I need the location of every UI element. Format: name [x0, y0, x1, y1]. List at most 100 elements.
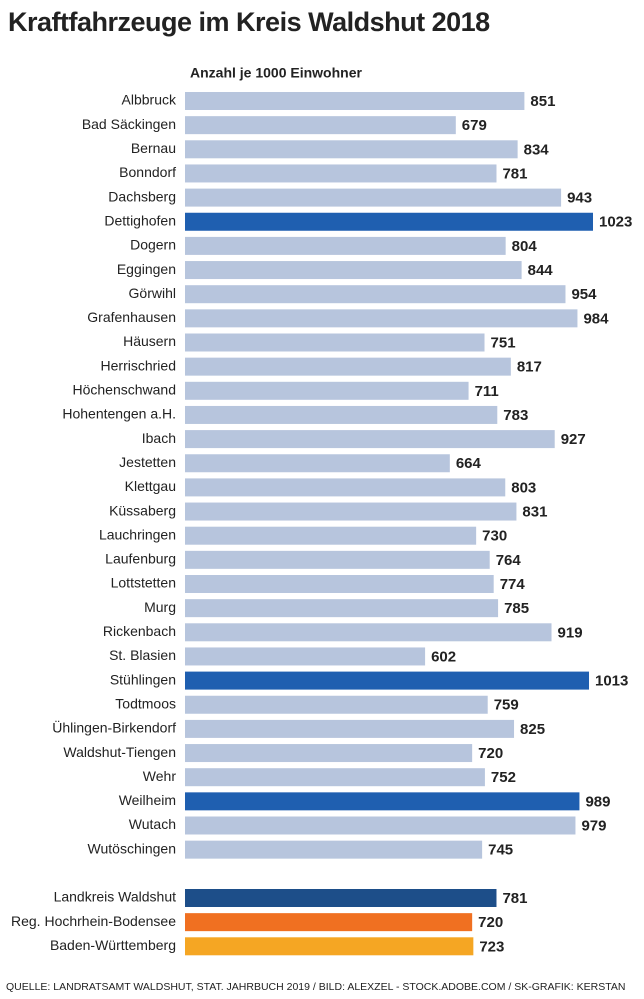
bar: [185, 116, 456, 135]
bar: [185, 816, 576, 835]
value-label: 851: [530, 93, 555, 110]
bar: [185, 164, 497, 183]
value-label: 759: [494, 697, 519, 714]
bar: [185, 840, 483, 859]
value-label: 984: [583, 310, 609, 327]
bar: [185, 502, 517, 521]
value-label: 1023: [599, 214, 632, 231]
bar: [185, 526, 477, 545]
category-label: Bad Säckingen: [82, 116, 176, 132]
bar: [185, 381, 469, 400]
value-label: 774: [500, 576, 526, 593]
bar: [185, 478, 506, 497]
value-label: 764: [496, 552, 522, 569]
category-label: Höchenschwand: [72, 382, 176, 398]
value-label: 679: [462, 117, 487, 134]
value-label: 927: [561, 431, 586, 448]
category-label: Klettgau: [125, 478, 176, 494]
value-label: 989: [585, 793, 610, 810]
bar: [185, 913, 473, 932]
bar: [185, 92, 525, 110]
category-label: Häusern: [123, 333, 176, 349]
bar: [185, 623, 552, 642]
bar: [185, 357, 511, 376]
value-label: 711: [475, 383, 499, 400]
bar: [185, 550, 490, 569]
value-label: 723: [479, 938, 504, 955]
category-label: Laufenburg: [105, 551, 176, 567]
category-label: Lauchringen: [99, 526, 176, 542]
bar: [185, 333, 485, 352]
category-label: Görwihl: [129, 285, 176, 301]
value-label: 825: [520, 721, 545, 738]
category-label: Weilheim: [119, 792, 176, 808]
value-label: 834: [524, 141, 550, 158]
bar: [185, 454, 450, 473]
category-label: Wutach: [129, 816, 176, 832]
value-label: 1013: [595, 673, 628, 690]
source: QUELLE: LANDRATSAMT WALDSHUT, STAT. JAHR…: [6, 981, 625, 993]
bar: [185, 575, 494, 593]
category-label: Bonndorf: [119, 164, 176, 180]
category-label: Landkreis Waldshut: [54, 889, 177, 905]
value-label: 781: [502, 165, 527, 182]
bar: [185, 937, 474, 956]
bar: [185, 430, 555, 449]
bar: [185, 768, 485, 787]
category-label: Dogern: [130, 237, 176, 253]
value-label: 602: [431, 648, 456, 665]
category-label: Albbruck: [122, 92, 177, 108]
value-label: 804: [512, 238, 538, 255]
category-label: Grafenhausen: [87, 309, 176, 325]
bar: [185, 405, 498, 424]
bar: [185, 792, 580, 811]
bar: [185, 647, 426, 666]
value-label: 919: [558, 624, 583, 641]
bar: [185, 744, 473, 763]
value-label: 745: [488, 842, 513, 859]
value-label: 803: [511, 479, 536, 496]
category-label: Dachsberg: [108, 188, 176, 204]
category-label: Stühlingen: [110, 671, 176, 687]
category-label: Hohentengen a.H.: [62, 406, 176, 422]
value-label: 785: [504, 600, 529, 617]
category-label: Todtmoos: [115, 695, 176, 711]
value-label: 831: [522, 504, 547, 521]
value-label: 730: [482, 528, 507, 545]
bar: [185, 671, 590, 690]
chart-title: Kraftfahrzeuge im Kreis Waldshut 2018: [8, 7, 490, 37]
bar: [185, 140, 518, 159]
category-label: Wutöschingen: [88, 840, 176, 856]
category-label: Eggingen: [117, 261, 176, 277]
value-label: 720: [478, 914, 503, 931]
value-label: 979: [581, 817, 606, 834]
value-label: 751: [491, 334, 516, 351]
bar: [185, 188, 562, 207]
category-label: Baden-Württemberg: [50, 937, 176, 953]
value-label: 720: [478, 745, 503, 762]
bar: [185, 285, 566, 304]
bar: [185, 599, 499, 618]
value-label: 781: [502, 890, 527, 907]
value-label: 817: [517, 359, 542, 376]
category-label: Jestetten: [119, 454, 176, 470]
value-label: 664: [456, 455, 482, 472]
bar: [185, 261, 522, 280]
chart-subtitle: Anzahl je 1000 Einwohner: [190, 65, 362, 81]
value-label: 844: [528, 262, 554, 279]
category-label: Herrischried: [101, 357, 176, 373]
value-label: 752: [491, 769, 516, 786]
category-label: Ibach: [142, 430, 176, 446]
category-label: Wehr: [143, 768, 177, 784]
category-label: Murg: [144, 599, 176, 615]
category-label: Küssaberg: [109, 502, 176, 518]
value-label: 954: [571, 286, 597, 303]
category-label: St. Blasien: [109, 647, 176, 663]
bar: [185, 695, 488, 714]
category-label: Dettighofen: [104, 212, 176, 228]
category-label: Rickenbach: [103, 623, 176, 639]
bar: [185, 309, 578, 328]
bar: [185, 236, 506, 255]
value-label: 943: [567, 190, 592, 207]
